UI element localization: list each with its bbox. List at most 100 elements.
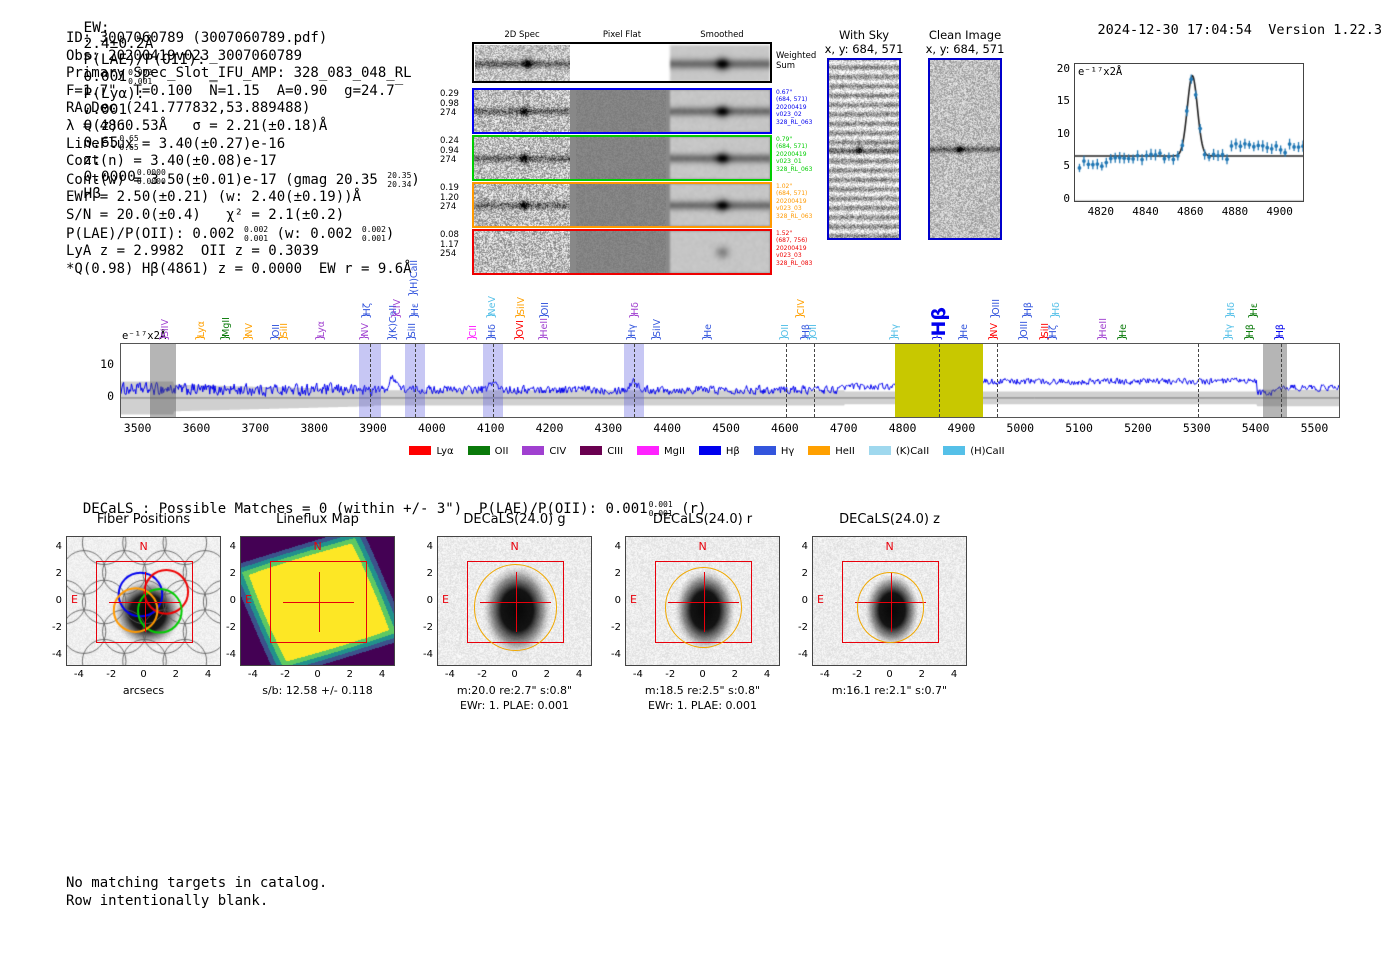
spectrum-line-label: (H)CaII — [408, 260, 420, 293]
decals-xtick: 2 — [172, 669, 179, 680]
spec2d-row-meta-line: 20200419 — [776, 103, 807, 111]
spec2d-exposure-panel — [472, 135, 772, 181]
weighted-sum-label: Weighted Sum — [776, 51, 817, 71]
decals-crosshair-horizontal — [667, 602, 739, 604]
decals-crosshair-horizontal — [479, 602, 551, 604]
decals-ytick: 2 — [55, 567, 62, 579]
spectrum-line-brace: { — [513, 334, 527, 341]
bottom-note: No matching targets in catalog. Row inte… — [66, 874, 327, 910]
spectrum-xtick: 4300 — [594, 421, 623, 435]
legend-label: Lyα — [436, 446, 454, 457]
decals-xtick: 2 — [731, 669, 738, 680]
line-zoom-ytick: 15 — [1056, 94, 1070, 108]
info-line-radec: RA,Dec (241.777832,53.889488) — [66, 100, 311, 117]
spectrum-ytick: 10 — [100, 357, 114, 372]
decals-subcaption-1: m:20.0 re:2.7" s:0.8" — [456, 684, 573, 697]
spectrum-xtick: 3900 — [359, 421, 387, 435]
spectrum-xtick: 5100 — [1065, 421, 1093, 435]
spectrum-axes — [120, 343, 1340, 418]
decals-ytick: -2 — [611, 622, 621, 634]
spec2d-column-header: Smoothed — [700, 30, 744, 40]
decals-ytick: -4 — [423, 649, 433, 661]
spec2d-row-stat-value: 1.20 — [440, 192, 459, 203]
line-zoom-ytick: 0 — [1063, 192, 1070, 205]
spectrum-line-brace: { — [357, 334, 371, 341]
info-line-obs: Obs: 20200419v023_3007060789 — [66, 47, 303, 64]
decals-ytick: 0 — [229, 595, 236, 606]
spectrum-xtick: 4500 — [712, 421, 740, 435]
decals-ytick: 0 — [801, 595, 808, 606]
spectrum-highlight-gray — [1263, 344, 1288, 417]
spectrum-line-brace: { — [777, 334, 791, 341]
decals-xtick: 0 — [886, 669, 893, 680]
spectrum-exponent-label: e⁻¹⁷x2Å — [122, 330, 167, 342]
info-line-sn: S/N = 20.0(±0.4) χ² = 2.1(±0.2) — [66, 206, 345, 223]
spectrum-line-brace: { — [405, 334, 419, 341]
decals-crosshair-vertical — [144, 572, 146, 632]
spectrum-line-brace: { — [485, 312, 499, 319]
full-spectrum-plot: e⁻¹⁷x2Å Lyα OII CIV CIII MgII Hβ Hγ HeII (K)CaII… — [60, 260, 1340, 468]
spec2d-row-stats: 0.29 0.98 274 — [440, 89, 470, 119]
spectrum-line-brace: { — [406, 290, 420, 297]
decals-header-text: DECaLS : Possible Matches = 0 (within +/… — [82, 501, 648, 517]
spec2d-row-meta-line: 20200419 — [776, 244, 807, 252]
decals-ytick: 4 — [614, 540, 621, 552]
cutout-caption: Clean Image x, y: 684, 571 — [898, 28, 1032, 56]
spectrum-line-brace: { — [242, 334, 256, 341]
decals-crosshair-vertical — [703, 572, 705, 632]
info-line-plae: P(LAE)/P(OII): 0.002 0.002 0.001 (w: 0.00… — [66, 224, 395, 243]
decals-xtick: -2 — [852, 669, 863, 680]
decals-xtick: 0 — [314, 669, 321, 680]
spec2d-row-stat-value: 274 — [440, 155, 457, 166]
spec2d-row-stat-value: 0.98 — [440, 98, 459, 109]
spectrum-xtick: 4600 — [771, 421, 799, 435]
decals-ytick: 2 — [801, 567, 808, 579]
decals-panel-fiber — [66, 536, 221, 666]
spectrum-line-brace: { — [649, 334, 663, 341]
spec2d-row-meta: 1.52" (687, 756) 20200419 v023_03 328_RL_083 — [776, 230, 836, 267]
emission-line-zoom-plot: e⁻¹⁷x2Å 0 5 10 15 20 4820 4840 4860 4880 4900 — [1036, 55, 1304, 230]
info-line-cont-n: Cont(n) = 3.40(±0.08)e-17 — [66, 153, 277, 170]
spectrum-line-marker — [414, 344, 416, 417]
info-line-qz: *Q(0.98) Hβ(4861) z = 0.0000 EW r = 9.6Å — [66, 260, 412, 277]
spectrum-line-marker — [1197, 344, 1199, 417]
line-zoom-ytick: 5 — [1063, 159, 1070, 173]
decals-aperture-box — [467, 561, 564, 643]
decals-subcaption-2: EWr: 1. PLAE: 0.001 — [459, 699, 570, 712]
decals-header: DECaLS : Possible Matches = 0 (within +/… — [66, 484, 707, 518]
spec2d-row-stats: 0.08 1.17 254 — [440, 230, 470, 260]
spectrum-line-brace: { — [1048, 312, 1062, 319]
spec2d-row-meta-line: 328_RL_063 — [776, 118, 813, 126]
spectrum-line-marker — [493, 344, 495, 417]
compass-east: E — [245, 593, 252, 606]
decals-crosshair-vertical — [318, 572, 320, 632]
spectrum-line-brace: { — [1095, 334, 1109, 341]
legend-swatch — [467, 446, 490, 455]
compass-north: N — [698, 540, 707, 553]
legend-swatch — [698, 446, 721, 455]
decals-ytick: 4 — [229, 540, 236, 552]
spectrum-line-label: Hβ — [928, 307, 951, 337]
decals-crosshair-horizontal — [282, 602, 354, 604]
spectrum-xtick: 5000 — [1006, 421, 1035, 435]
spectrum-line-marker — [369, 344, 371, 417]
qz-value: 0.65 — [83, 135, 119, 151]
legend-label: HeII — [835, 446, 855, 457]
legend-swatch — [409, 446, 432, 455]
line-zoom-axes — [1074, 63, 1304, 202]
spectrum-xtick: 4100 — [476, 421, 505, 435]
legend-label: Hγ — [780, 446, 795, 457]
line-zoom-xtick: 4860 — [1176, 205, 1204, 218]
spectrum-ytick: 0 — [107, 388, 114, 403]
cutout-subtitle: x, y: 684, 571 — [824, 42, 904, 56]
spec2d-row-stat-value: 274 — [440, 108, 457, 119]
cutout-images: With Sky x, y: 684, 571 Clean Image x, y: 6… — [0, 0, 1400, 300]
line-zoom-exponent-label: e⁻¹⁷x2Å — [1078, 66, 1123, 78]
compass-north: N — [313, 540, 322, 553]
spectrum-legend: Lyα OII CIV CIII MgII Hβ Hγ HeII (K)CaII (H)CaII — [60, 446, 1340, 457]
spectrum-xtick: 3700 — [241, 421, 270, 435]
spectrum-line-marker — [1280, 344, 1282, 417]
spec2d-exposure-panel — [472, 229, 772, 275]
timestamp-version: 2024-12-30 17:04:54 Version 1.22.3 — [1081, 6, 1383, 38]
spectrum-line-brace: { — [359, 312, 373, 319]
